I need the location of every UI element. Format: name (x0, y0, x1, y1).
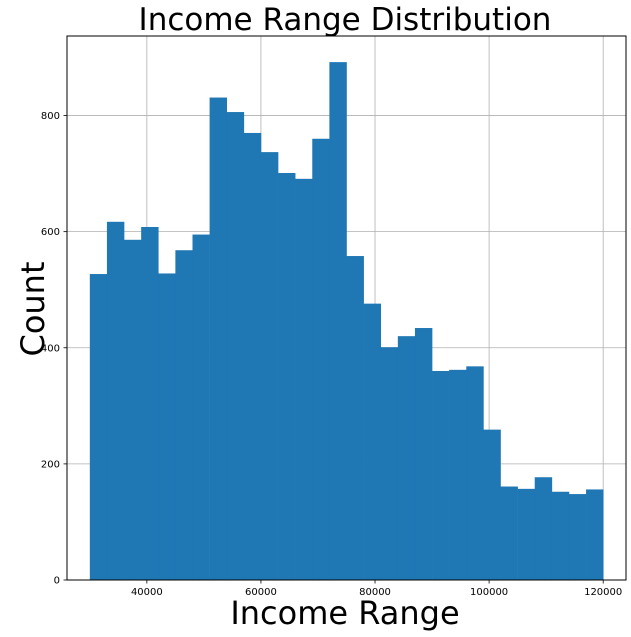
histogram-bar (89, 274, 108, 580)
ticks-layer: 40000 60000 80000 100000 120000 0 200 400 600 800 (41, 111, 622, 598)
histogram-bar (517, 488, 536, 580)
y-tick-label: 800 (41, 111, 60, 122)
histogram-bar (466, 366, 484, 580)
y-tick-label: 0 (54, 576, 60, 587)
histogram-bar (209, 97, 228, 581)
histogram-bar (226, 112, 245, 581)
histogram-bar (500, 486, 518, 580)
x-tick-label: 60000 (245, 587, 277, 598)
x-tick-label: 40000 (131, 587, 163, 598)
histogram-bar (260, 152, 279, 580)
histogram-bar (312, 138, 330, 580)
histogram-bar (243, 132, 262, 580)
histogram-bar (175, 250, 193, 580)
histogram-bar (363, 303, 382, 580)
histogram-bar (158, 273, 176, 580)
y-tick-label: 600 (41, 227, 60, 238)
histogram-bar (124, 239, 142, 580)
y-axis-label: Count (14, 261, 52, 356)
histogram-bar (329, 62, 347, 581)
x-tick-label: 120000 (584, 587, 622, 598)
histogram-bar (346, 256, 364, 580)
histogram-bar (414, 328, 433, 580)
histogram-bar (192, 234, 210, 580)
histogram-bar (534, 477, 553, 580)
x-tick-label: 100000 (470, 587, 508, 598)
plot-frame (66, 35, 627, 581)
histogram-bar (586, 489, 604, 580)
y-tick-label: 200 (41, 459, 60, 470)
histogram-bar (106, 221, 125, 580)
histogram-bar (483, 429, 501, 580)
x-axis-label: Income Range (230, 594, 459, 632)
histogram-bar (449, 369, 467, 580)
x-tick-label: 80000 (359, 587, 391, 598)
histogram-bar (278, 173, 296, 581)
histogram-bar (141, 227, 159, 581)
y-tick-label: 400 (41, 343, 60, 354)
chart-title: Income Range Distribution (139, 2, 552, 38)
histogram-bar (380, 347, 399, 580)
histogram-bar (551, 491, 570, 580)
histogram-bar (568, 494, 587, 580)
histogram-bar (432, 370, 450, 580)
bars-layer (89, 62, 604, 581)
histogram-bar (295, 178, 313, 580)
histogram-bar (397, 336, 416, 580)
